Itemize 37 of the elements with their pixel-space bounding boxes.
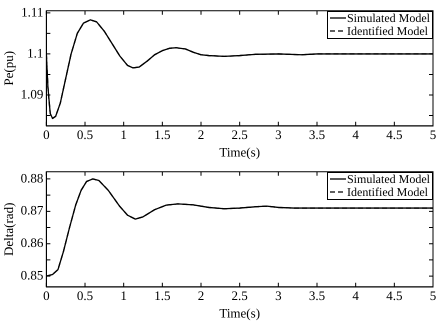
x-axis-title: Time(s) (219, 144, 260, 160)
x-tick-label: 4.5 (386, 127, 402, 142)
x-tick-label: 5 (430, 127, 436, 142)
x-tick-label: 5 (430, 288, 436, 304)
y-axis-title: Pe(pu) (1, 50, 16, 86)
x-tick-label: 2.5 (232, 127, 248, 142)
y-tick-label: 0.85 (20, 268, 44, 283)
x-tick-label: 4 (352, 127, 360, 142)
x-tick-label: 3 (275, 127, 282, 142)
x-tick-label: 0.5 (76, 127, 94, 142)
x-tick-label: 2 (198, 288, 204, 304)
x-tick-label: 3 (275, 288, 282, 304)
x-tick-label: 1.5 (154, 127, 170, 142)
y-tick-label: 0.87 (20, 202, 44, 218)
x-tick-label: 2.5 (232, 288, 248, 304)
legend-label: Simulated Model (347, 10, 430, 25)
legend-label: Identified Model (347, 24, 428, 38)
legend-label: Identified Model (347, 184, 428, 199)
y-tick-label: 0.86 (20, 235, 44, 250)
x-tick-label: 0 (43, 288, 50, 304)
x-tick-label: 3.5 (308, 127, 326, 142)
legend-label: Simulated Model (347, 172, 430, 186)
x-tick-label: 4.5 (386, 288, 402, 304)
y-axis-title: Delta(rad) (1, 202, 16, 256)
x-tick-label: 3.5 (308, 288, 326, 304)
x-tick-label: 1 (120, 127, 127, 142)
y-tick-label: 1.11 (21, 4, 44, 20)
x-tick-label: 4 (352, 288, 360, 304)
x-tick-label: 0.5 (76, 288, 94, 304)
y-tick-label: 1.1 (27, 45, 44, 60)
x-axis-title: Time(s) (219, 306, 260, 321)
y-tick-label: 1.09 (20, 86, 44, 102)
x-tick-label: 2 (198, 127, 204, 142)
x-tick-label: 0 (43, 127, 50, 142)
x-tick-label: 1 (120, 288, 127, 304)
x-tick-label: 1.5 (154, 288, 170, 304)
y-tick-label: 0.88 (20, 170, 44, 186)
